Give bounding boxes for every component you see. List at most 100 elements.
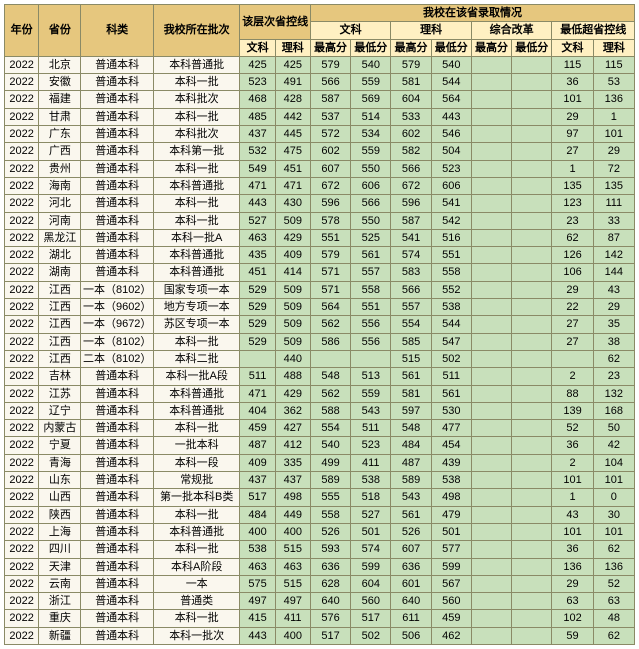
- hdr-z-min: 最低分: [512, 39, 552, 56]
- hdr-category: 科类: [81, 5, 153, 57]
- cell-batch: 一批本科: [153, 437, 240, 454]
- table-row: 2022河北普通本科本科一批443430596566596541123111: [5, 195, 635, 212]
- cell-li-max: 672: [391, 177, 431, 194]
- cell-category: 普通本科: [81, 74, 153, 91]
- table-row: 2022江西二本（8102）本科二批44051550262: [5, 350, 635, 367]
- cell-province: 江西: [39, 316, 81, 333]
- cell-batch: 本科普通批: [153, 247, 240, 264]
- cell-wen-min: 525: [351, 229, 391, 246]
- cell-li-max: 554: [391, 316, 431, 333]
- cell-diff-wen: 27: [552, 316, 593, 333]
- cell-diff-wen: 29: [552, 281, 593, 298]
- cell-wen-min: 550: [351, 212, 391, 229]
- cell-z-max: [471, 402, 511, 419]
- cell-li-min: 443: [431, 108, 471, 125]
- cell-wen-max: 672: [310, 177, 350, 194]
- cell-z-max: [471, 593, 511, 610]
- cell-diff-li: 50: [593, 420, 634, 437]
- cell-ctrl-li: 400: [275, 523, 310, 540]
- cell-ctrl-li: 475: [275, 143, 310, 160]
- cell-ctrl-li: 515: [275, 541, 310, 558]
- cell-li-max: 601: [391, 575, 431, 592]
- cell-ctrl-li: 442: [275, 108, 310, 125]
- hdr-wen-max: 最高分: [310, 39, 350, 56]
- cell-li-max: 604: [391, 91, 431, 108]
- cell-ctrl-wen: 538: [240, 541, 275, 558]
- cell-z-min: [512, 523, 552, 540]
- cell-ctrl-li: 515: [275, 575, 310, 592]
- cell-batch: 本科一批: [153, 420, 240, 437]
- cell-province: 河南: [39, 212, 81, 229]
- cell-year: 2022: [5, 108, 39, 125]
- cell-wen-max: 602: [310, 143, 350, 160]
- cell-wen-min: 560: [351, 593, 391, 610]
- cell-li-min: 577: [431, 541, 471, 558]
- cell-li-max: 566: [391, 160, 431, 177]
- cell-batch: 本科一批: [153, 160, 240, 177]
- cell-diff-wen: 102: [552, 610, 593, 627]
- hdr-admission: 我校在该省录取情况: [310, 5, 634, 22]
- cell-category: 普通本科: [81, 247, 153, 264]
- cell-diff-li: 29: [593, 299, 634, 316]
- cell-diff-wen: 101: [552, 91, 593, 108]
- cell-batch: 本科一批A段: [153, 368, 240, 385]
- cell-ctrl-wen: 471: [240, 177, 275, 194]
- table-row: 2022上海普通本科本科普通批400400526501526501101101: [5, 523, 635, 540]
- cell-diff-wen: 136: [552, 558, 593, 575]
- cell-province: 内蒙古: [39, 420, 81, 437]
- cell-wen-min: 534: [351, 126, 391, 143]
- cell-ctrl-wen: 463: [240, 229, 275, 246]
- cell-ctrl-wen: 511: [240, 368, 275, 385]
- table-row: 2022陕西普通本科本科一批4844495585275614794330: [5, 506, 635, 523]
- hdr-li: 理科: [391, 22, 472, 39]
- cell-z-max: [471, 368, 511, 385]
- cell-diff-wen: 2: [552, 454, 593, 471]
- cell-wen-max: 562: [310, 316, 350, 333]
- cell-ctrl-li: 362: [275, 402, 310, 419]
- cell-category: 普通本科: [81, 385, 153, 402]
- cell-ctrl-li: 471: [275, 177, 310, 194]
- cell-z-max: [471, 627, 511, 644]
- cell-wen-max: 562: [310, 385, 350, 402]
- cell-z-max: [471, 160, 511, 177]
- cell-ctrl-li: 449: [275, 506, 310, 523]
- cell-province: 天津: [39, 558, 81, 575]
- cell-wen-max: 636: [310, 558, 350, 575]
- cell-li-min: 454: [431, 437, 471, 454]
- cell-z-max: [471, 610, 511, 627]
- hdr-diff-wen: 文科: [552, 39, 593, 56]
- table-row: 2022青海普通本科本科一段4093354994114874392104: [5, 454, 635, 471]
- cell-diff-li: 101: [593, 472, 634, 489]
- hdr-wen: 文科: [310, 22, 391, 39]
- table-row: 2022江西一本（8102）国家专项一本52950957155856655229…: [5, 281, 635, 298]
- cell-province: 黑龙江: [39, 229, 81, 246]
- cell-province: 辽宁: [39, 402, 81, 419]
- cell-z-max: [471, 489, 511, 506]
- cell-z-max: [471, 523, 511, 540]
- hdr-ctrl-line: 该层次省控线: [240, 5, 310, 40]
- cell-li-min: 560: [431, 593, 471, 610]
- cell-li-max: 583: [391, 264, 431, 281]
- cell-diff-wen: 106: [552, 264, 593, 281]
- cell-li-max: 582: [391, 143, 431, 160]
- table-row: 2022江西一本（9672）苏区专项一本52950956255655454427…: [5, 316, 635, 333]
- cell-z-min: [512, 160, 552, 177]
- cell-ctrl-wen: 575: [240, 575, 275, 592]
- cell-z-max: [471, 299, 511, 316]
- hdr-ctrl-wen: 文科: [240, 39, 275, 56]
- cell-z-min: [512, 195, 552, 212]
- cell-ctrl-wen: 404: [240, 402, 275, 419]
- cell-li-min: 558: [431, 264, 471, 281]
- cell-z-min: [512, 56, 552, 73]
- cell-z-max: [471, 437, 511, 454]
- cell-ctrl-li: 509: [275, 333, 310, 350]
- hdr-li-min: 最低分: [431, 39, 471, 56]
- cell-year: 2022: [5, 350, 39, 367]
- cell-wen-max: 593: [310, 541, 350, 558]
- cell-wen-max: 551: [310, 229, 350, 246]
- cell-wen-max: 499: [310, 454, 350, 471]
- cell-li-min: 542: [431, 212, 471, 229]
- cell-wen-max: 554: [310, 420, 350, 437]
- cell-wen-min: 556: [351, 333, 391, 350]
- cell-year: 2022: [5, 558, 39, 575]
